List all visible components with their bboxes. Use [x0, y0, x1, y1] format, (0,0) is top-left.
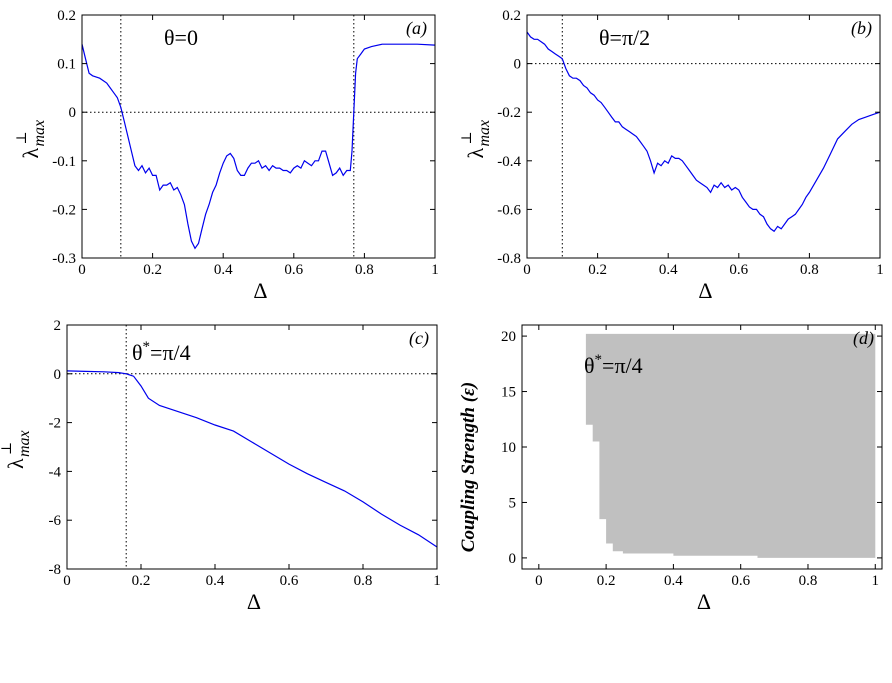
y-tick-label: 5 — [509, 495, 517, 511]
x-tick-label: 1 — [431, 262, 439, 278]
y-axis-label-perp: ⊥ — [14, 131, 30, 144]
x-tick-label: 0.6 — [731, 573, 750, 589]
y-tick-label: 0.2 — [57, 8, 76, 24]
y-tick-label: -0.2 — [497, 105, 521, 121]
y-tick-label: -0.1 — [52, 154, 76, 170]
plot-frame — [526, 14, 881, 259]
plot-frame — [66, 324, 438, 570]
y-tick-label: -0.6 — [497, 202, 521, 218]
x-tick-label: 0.4 — [659, 262, 678, 278]
x-tick-label: 0.6 — [284, 262, 303, 278]
series-line — [81, 43, 436, 250]
x-tick-label: 0.4 — [664, 573, 683, 589]
y-tick-label: 0 — [54, 367, 62, 383]
panel-label: (c) — [409, 328, 429, 349]
y-tick-label: 20 — [501, 329, 516, 345]
y-axis-label-sub: max — [31, 120, 48, 147]
stable-region — [585, 333, 876, 558]
y-tick-label: -8 — [49, 562, 62, 578]
panel-a: 0 0.2 0.4 0.6 0.8 1 -0.3 -0.2 -0.1 0 0.1 0.2 Δλ ⊥ max (… — [14, 8, 439, 303]
x-tick-label: 0.2 — [143, 262, 162, 278]
x-tick-label: 0 — [523, 262, 531, 278]
y-tick-label: 0.1 — [57, 57, 76, 73]
y-axis-label-sub: max — [16, 430, 33, 457]
x-tick-label: 0.2 — [588, 262, 607, 278]
x-tick-label: 0.8 — [355, 262, 374, 278]
y-tick-label: 0 — [514, 57, 522, 73]
x-tick-label: 0.4 — [206, 573, 225, 589]
y-axis-label-lambda: λ — [3, 458, 28, 469]
x-tick-label: 0.4 — [214, 262, 233, 278]
x-axis-label: Δ — [697, 589, 711, 614]
panel-b: 0 0.2 0.4 0.6 0.8 1 -0.8 -0.6 -0.4 -0.2 0 0.2 Δλ ⊥ max… — [459, 8, 884, 303]
x-axis-label: Δ — [698, 278, 712, 303]
panel-annotation: θ*=π/4 — [132, 339, 191, 365]
x-tick-label: 0.6 — [280, 573, 299, 589]
y-tick-label: -0.4 — [497, 154, 521, 170]
y-axis-label-sub: max — [476, 120, 493, 147]
y-axis-label-lambda: λ — [18, 148, 43, 159]
y-tick-label: -0.3 — [52, 251, 76, 267]
series-line — [526, 31, 881, 233]
y-tick-label: 10 — [501, 440, 516, 456]
y-axis-label-perp: ⊥ — [459, 131, 475, 144]
y-tick-label: -4 — [49, 464, 62, 480]
x-axis-label: Δ — [253, 278, 267, 303]
x-tick-label: 1 — [876, 262, 884, 278]
y-axis-label-perp: ⊥ — [0, 442, 15, 455]
panel-c: 0 0.2 0.4 0.6 0.8 1 -8 -6 -4 -2 0 2 Δλ ⊥ max (c) θ*=π/4 — [0, 318, 441, 614]
y-axis-label: Coupling Strength (ε) — [458, 382, 479, 552]
x-tick-label: 0 — [535, 573, 543, 589]
x-tick-label: 0.8 — [354, 573, 373, 589]
y-tick-label: -2 — [49, 416, 62, 432]
x-axis-label: Δ — [247, 589, 261, 614]
y-tick-label: 0 — [69, 105, 77, 121]
panel-annotation: θ=0 — [164, 25, 198, 50]
x-tick-label: 0.8 — [799, 573, 818, 589]
panel-label: (b) — [851, 18, 872, 39]
series-line — [66, 370, 438, 548]
panel-annotation: θ*=π/4 — [584, 352, 643, 378]
y-axis-label: λ ⊥ max — [0, 430, 33, 469]
plot-frame — [81, 14, 436, 259]
panel-annotation: θ=π/2 — [599, 25, 650, 50]
x-tick-label: 0 — [63, 573, 71, 589]
x-tick-label: 0.2 — [132, 573, 151, 589]
y-tick-label: 2 — [54, 318, 62, 334]
y-tick-label: -6 — [49, 513, 62, 529]
panel-label: (d) — [853, 328, 874, 349]
x-tick-label: 0.6 — [729, 262, 748, 278]
y-tick-label: 0 — [509, 551, 517, 567]
x-tick-label: 1 — [433, 573, 441, 589]
x-tick-label: 1 — [872, 573, 880, 589]
y-tick-label: -0.2 — [52, 202, 76, 218]
y-tick-label: -0.8 — [497, 251, 521, 267]
panel-label: (a) — [406, 18, 427, 39]
y-tick-label: 15 — [501, 385, 516, 401]
y-tick-label: 0.2 — [502, 8, 521, 24]
y-axis-label: λ ⊥ max — [14, 120, 48, 159]
x-tick-label: 0.2 — [597, 573, 616, 589]
x-tick-label: 0.8 — [800, 262, 819, 278]
x-tick-label: 0 — [78, 262, 86, 278]
y-axis-label-lambda: λ — [463, 148, 488, 159]
y-axis-label: λ ⊥ max — [459, 120, 493, 159]
